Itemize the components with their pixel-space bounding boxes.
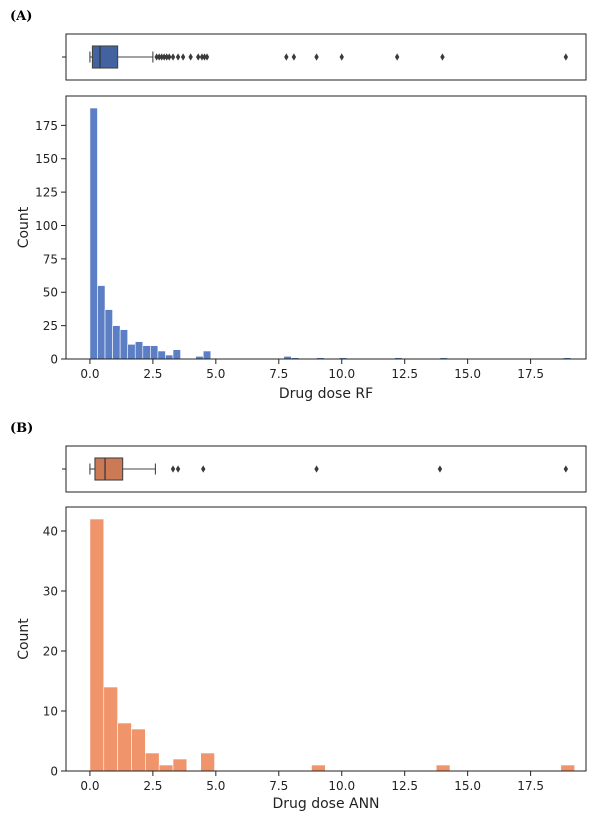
x-tick-label: 7.5 (269, 779, 288, 793)
histogram-bar (145, 752, 160, 772)
histogram-frame (65, 95, 587, 360)
boxplot-outlier (314, 53, 319, 61)
boxplot-outlier (164, 53, 169, 61)
boxplot-outlier (437, 465, 443, 473)
boxplot-outlier (204, 53, 210, 61)
y-tick-label: 125 (35, 186, 58, 200)
boxplot-outlier (188, 53, 193, 61)
histogram-bar (172, 758, 188, 772)
boxplot-outlier (291, 53, 297, 61)
x-tick-label: 10.0 (328, 779, 355, 793)
y-tick-label: 150 (35, 152, 58, 166)
boxplot-outlier (202, 53, 207, 61)
histogram-frame (65, 506, 587, 772)
x-tick-label: 12.5 (391, 367, 418, 381)
x-tick-label: 17.5 (517, 779, 544, 793)
panel-a: (A) 0.0 2.5 5.0 7.5 10.0 12.5 15.0 17.5 0 25 50 75 10… (10, 9, 587, 402)
boxplot-outlier (314, 465, 319, 473)
histogram-bar (435, 764, 451, 772)
y-tick-label: 0 (50, 765, 58, 779)
boxplot-outlier (159, 53, 164, 61)
boxplot-outlier (339, 53, 344, 61)
y-tick-label: 20 (43, 645, 58, 659)
y-tick-label: 30 (43, 585, 58, 599)
histogram-bar (103, 686, 118, 772)
histogram-bar (112, 325, 121, 360)
panel-b: (B) 0.0 2.5 5.0 7.5 10.0 12.5 15.0 17.5 0 10 20 30 40… (10, 421, 587, 812)
histogram-bar (131, 728, 146, 772)
histogram-bar (89, 518, 105, 772)
y-tick-label: 50 (43, 286, 58, 300)
histogram-bar (311, 764, 326, 772)
y-tick-label: 75 (43, 252, 58, 266)
y-axis-label: Count (16, 618, 32, 660)
boxplot-outlier (156, 53, 162, 61)
histogram-bar (158, 764, 174, 772)
boxplot-outlier (199, 53, 205, 61)
boxplot-box (94, 457, 124, 481)
x-tick-label: 7.5 (269, 367, 288, 381)
x-tick-label: 2.5 (143, 367, 162, 381)
boxplot-outlier (201, 465, 206, 473)
y-tick-label: 10 (43, 705, 58, 719)
x-tick-label: 0.0 (80, 779, 99, 793)
x-tick-label: 10.0 (328, 367, 355, 381)
boxplot-outlier (170, 465, 176, 473)
histogram-bar (104, 309, 113, 360)
x-tick-label: 17.5 (517, 367, 544, 381)
x-axis-label: Drug dose RF (279, 386, 373, 402)
boxplot-outlier (440, 53, 445, 61)
boxplot-outlier (284, 53, 289, 61)
histogram-bar (150, 345, 159, 360)
histogram-bar (127, 344, 136, 360)
x-tick-label: 15.0 (454, 367, 481, 381)
x-axis-label: Drug dose ANN (272, 796, 379, 812)
histogram-bar (200, 752, 215, 772)
x-tick-label: 2.5 (143, 779, 162, 793)
histogram-bar (119, 329, 128, 360)
histogram-bar (142, 345, 151, 360)
x-tick-label: 5.0 (206, 367, 225, 381)
boxplot-box (91, 45, 119, 69)
histogram-bar (157, 350, 166, 360)
boxplot-outlier (563, 53, 569, 61)
y-tick-label: 175 (35, 119, 58, 133)
boxplot-outlier (170, 53, 176, 61)
y-axis-label: Count (16, 206, 32, 248)
histogram-bar (202, 350, 212, 360)
y-tick-label: 0 (50, 353, 58, 367)
histogram-bar (172, 349, 181, 360)
histogram-bar (117, 722, 132, 772)
panel-label: (B) (10, 421, 33, 436)
histogram-bar (560, 764, 575, 772)
boxplot-outlier (180, 53, 186, 61)
boxplot-outlier (196, 53, 201, 61)
histogram-bar (97, 285, 106, 360)
panel-label: (A) (10, 9, 32, 24)
boxplot-outlier (175, 53, 181, 61)
boxplot-outlier (167, 53, 172, 61)
histogram-bar (134, 341, 144, 360)
x-tick-label: 12.5 (391, 779, 418, 793)
y-tick-label: 40 (43, 525, 58, 539)
x-tick-label: 5.0 (206, 779, 225, 793)
y-tick-label: 25 (43, 319, 58, 333)
y-tick-label: 100 (35, 219, 58, 233)
boxplot-outlier (162, 53, 167, 61)
boxplot-outlier (394, 53, 400, 61)
histogram-bar (89, 107, 98, 360)
boxplot-outlier (175, 465, 181, 473)
boxplot-outlier (154, 53, 159, 61)
x-tick-label: 15.0 (454, 779, 481, 793)
boxplot-outlier (563, 465, 569, 473)
histogram-bar (165, 354, 174, 360)
x-tick-label: 0.0 (80, 367, 99, 381)
